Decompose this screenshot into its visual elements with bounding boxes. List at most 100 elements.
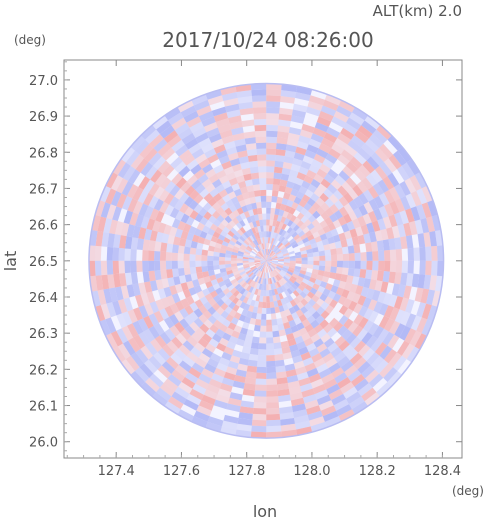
radar-cell [194,168,206,180]
radar-cell [271,263,277,268]
radar-cell [268,231,272,238]
radar-cell [266,337,274,344]
radar-cell [271,289,276,296]
radar-cell [199,296,209,305]
radar-cell [218,175,229,185]
radar-cell [232,270,240,276]
radar-cell [138,203,149,217]
radar-cell [258,251,263,257]
radar-cell [242,192,250,200]
radar-cell [289,392,303,401]
radar-cell [189,121,204,133]
radar-cell [237,333,247,341]
radar-cell [307,291,315,299]
radar-cell [190,163,202,175]
radar-cell [218,280,226,288]
y-tick-label: 26.9 [29,110,58,125]
radar-cell [225,291,233,299]
radar-cell [237,253,244,257]
radar-cell [208,215,217,224]
radar-cell [288,277,296,284]
radar-cell [237,277,244,284]
radar-cell [307,260,314,265]
radar-cell [227,152,239,161]
radar-cell [171,252,178,261]
radar-cell [271,225,276,233]
radar-cell [260,195,267,202]
radar-cell [298,314,307,323]
radar-cell [153,310,164,323]
radar-cell [105,172,118,189]
radar-cell [224,306,233,315]
radar-cell [130,260,137,273]
radar-cell [304,230,313,238]
radar-cell [280,269,287,275]
radar-cell [271,261,278,264]
radar-cell [317,183,328,193]
radar-cell [211,201,221,211]
radar-cell [193,317,204,328]
radar-cell [354,378,369,392]
radar-cell [289,264,296,269]
radar-cell [346,117,362,131]
radar-cell [308,164,320,174]
radar-cell [153,260,161,271]
radar-cell [260,225,264,232]
radar-cell [239,235,246,242]
radar-cell [266,148,277,155]
radar-cell [373,301,383,314]
radar-cell [269,277,273,285]
radar-cell [376,240,385,252]
radar-cell [400,272,408,286]
radar-cell [203,276,211,284]
radar-cell [323,337,335,348]
radar-cell [268,266,272,272]
radar-cell [279,270,286,277]
radar-cell [255,220,261,227]
radar-cell [266,260,271,266]
radar-cell [294,177,304,186]
radar-cell [308,298,317,307]
radar-field [88,82,445,439]
radar-cell [280,247,287,252]
radar-cell [273,342,282,350]
radar-cell [289,169,299,178]
radar-cell [282,266,289,271]
radar-cell [266,213,271,220]
radar-cell [261,313,267,320]
radar-cell [169,285,178,296]
radar-cell [234,283,242,291]
radar-cell [207,153,219,164]
radar-cell [366,156,380,170]
radar-cell [363,319,374,332]
radar-cell [257,271,262,277]
radar-cell [286,287,293,295]
radar-cell [346,161,359,174]
radar-cell [296,212,305,221]
radar-cell [273,269,278,276]
radar-cell [280,417,295,426]
radar-cell [106,246,114,261]
radar-cell [121,325,134,341]
radar-cell [149,134,164,148]
radar-cell [198,313,208,324]
radar-cell [257,264,263,270]
radar-cell [159,383,175,397]
radar-cell [248,261,255,264]
radar-cell [388,352,402,368]
radar-cell [206,127,220,138]
radar-cell [205,168,217,179]
radar-cell [326,383,341,395]
radar-cell [316,274,324,282]
radar-cell [304,323,314,333]
radar-cell [270,313,277,320]
radar-cell [338,280,347,290]
radar-cell [159,201,170,214]
radar-cell [213,247,221,253]
radar-cell [307,184,318,194]
radar-cell [263,249,266,256]
radar-cell [256,313,262,320]
radar-cell [271,254,277,259]
radar-cell [357,295,367,306]
